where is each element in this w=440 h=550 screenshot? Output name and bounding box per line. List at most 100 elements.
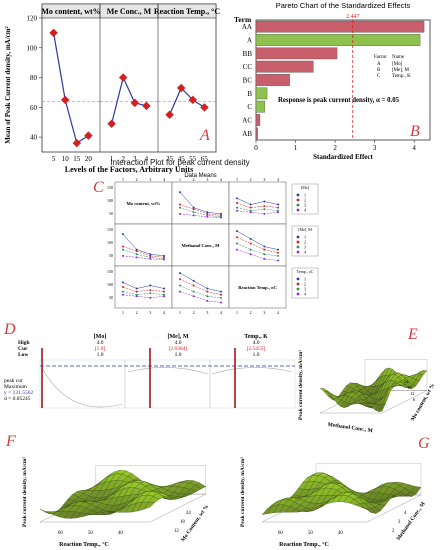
x-tick-label: 1 bbox=[294, 144, 298, 152]
interaction-line bbox=[122, 249, 165, 260]
legend-marker bbox=[296, 277, 300, 281]
matrix-cell bbox=[228, 223, 287, 267]
y-axis-label: Term bbox=[234, 15, 252, 24]
interaction-point bbox=[179, 212, 181, 215]
interaction-point bbox=[249, 237, 252, 240]
interaction-point bbox=[163, 287, 165, 290]
y-tick-label: 150 bbox=[107, 227, 113, 232]
bottom-level-tick: 4 bbox=[277, 310, 279, 315]
legend-box bbox=[291, 183, 319, 215]
bottom-level-tick: 4 bbox=[163, 310, 165, 315]
interaction-point bbox=[277, 251, 279, 254]
pareto-bar bbox=[255, 87, 268, 100]
legend-factor: C bbox=[377, 74, 381, 79]
interaction-line bbox=[122, 286, 165, 292]
x-axis-label: Reaction Temp., °C bbox=[279, 541, 329, 548]
interaction-point bbox=[263, 248, 266, 251]
response-name: peak cur bbox=[4, 378, 23, 384]
y-tick-label: 60 bbox=[30, 104, 38, 112]
pareto-bar bbox=[255, 114, 261, 126]
y-axis-label: Mean of Peak Current density, mA/cm² bbox=[4, 26, 12, 143]
bottom-level-tick: 2 bbox=[250, 310, 252, 315]
data-point bbox=[188, 95, 198, 105]
interaction-point bbox=[122, 254, 124, 257]
panel-letter: A bbox=[199, 127, 210, 144]
factor-name: [Me], M bbox=[168, 334, 189, 340]
x-tick-label: 60 bbox=[278, 531, 283, 536]
x-tick-label: 0 bbox=[254, 144, 258, 152]
interaction-point bbox=[206, 211, 209, 214]
legend-marker bbox=[296, 208, 300, 212]
data-point bbox=[176, 83, 186, 93]
legend-box bbox=[291, 267, 319, 299]
y-tick-label: 100 bbox=[27, 44, 38, 52]
interaction-point bbox=[122, 248, 124, 251]
y-tick-label: 50 bbox=[109, 295, 113, 300]
pareto-bar bbox=[255, 34, 421, 46]
interaction-point bbox=[122, 293, 124, 296]
row-label: High bbox=[18, 340, 30, 346]
x-tick-label: 50 bbox=[88, 531, 93, 536]
interaction-point bbox=[192, 208, 195, 211]
y-tick-label: 100 bbox=[107, 240, 113, 245]
bottom-level-tick: 1 bbox=[122, 310, 124, 315]
term-label: BB bbox=[243, 50, 253, 58]
legend-item: 4 bbox=[304, 292, 306, 297]
interaction-point bbox=[220, 290, 222, 293]
interaction-point bbox=[135, 293, 138, 296]
x-tick-label: 15 bbox=[73, 155, 81, 163]
y-tick-label: 150 bbox=[107, 269, 113, 274]
interaction-line bbox=[179, 192, 222, 215]
surface-plot-g: G Peak current density, mA/cm² Reaction Te… bbox=[240, 435, 430, 548]
interaction-point bbox=[149, 254, 152, 257]
interaction-point bbox=[179, 272, 181, 275]
interaction-point bbox=[236, 230, 238, 233]
panel-letter: E bbox=[407, 326, 418, 343]
legend-item: 2 bbox=[304, 240, 306, 245]
y-tick-label: 6 bbox=[413, 397, 416, 402]
x-tick-label: 50 bbox=[308, 531, 313, 536]
legend-header-name: Name bbox=[392, 55, 405, 60]
interaction-point bbox=[192, 290, 195, 293]
panel-letter: D bbox=[3, 321, 16, 338]
interaction-line bbox=[236, 202, 279, 208]
interaction-point bbox=[163, 295, 165, 298]
interaction-plot-title: Interaction Plot for peak current densit… bbox=[110, 158, 250, 167]
legend-marker bbox=[296, 287, 300, 291]
interaction-point bbox=[236, 248, 238, 251]
interaction-point bbox=[249, 253, 252, 256]
y-tick-label: 24 bbox=[186, 511, 191, 516]
legend-item: 2 bbox=[304, 282, 306, 287]
interaction-point bbox=[135, 287, 138, 290]
interaction-point bbox=[192, 214, 195, 217]
legend-item: 4 bbox=[304, 208, 306, 213]
interaction-point bbox=[277, 206, 279, 209]
legend-name: Temp., K bbox=[392, 74, 411, 79]
term-label: B bbox=[247, 90, 252, 98]
x-tick-label: 45 bbox=[178, 155, 186, 163]
interaction-line bbox=[122, 255, 165, 260]
legend-name: [Mo] bbox=[392, 62, 403, 67]
y-tick-label: 18 bbox=[180, 520, 185, 525]
legend-title: [Me], M bbox=[298, 227, 312, 233]
interaction-line bbox=[179, 213, 222, 218]
interaction-point bbox=[263, 208, 266, 211]
interaction-line bbox=[236, 237, 279, 253]
y-tick-label: 50 bbox=[109, 253, 113, 258]
pareto-title: Pareto Chart of the Standardized Effects bbox=[276, 1, 411, 10]
interaction-point bbox=[206, 287, 209, 290]
surface-cell bbox=[361, 507, 372, 513]
term-label: AC bbox=[242, 117, 252, 125]
interaction-point bbox=[277, 259, 279, 262]
interaction-point bbox=[249, 211, 252, 214]
x-tick-label: 5 bbox=[52, 155, 56, 163]
effect-line bbox=[111, 75, 147, 124]
main-effects-plot: Mo content, wt% 5 10 15 20 Me Conc., M 1 2 3 4 Rea… bbox=[4, 3, 220, 174]
opt-curve bbox=[41, 367, 123, 408]
pareto-bar bbox=[255, 20, 425, 33]
interaction-line bbox=[179, 291, 222, 303]
interaction-line bbox=[236, 210, 279, 215]
legend-factor: B bbox=[377, 68, 381, 73]
legend-item: 2 bbox=[304, 198, 306, 203]
legend-item: 1 bbox=[304, 277, 306, 282]
